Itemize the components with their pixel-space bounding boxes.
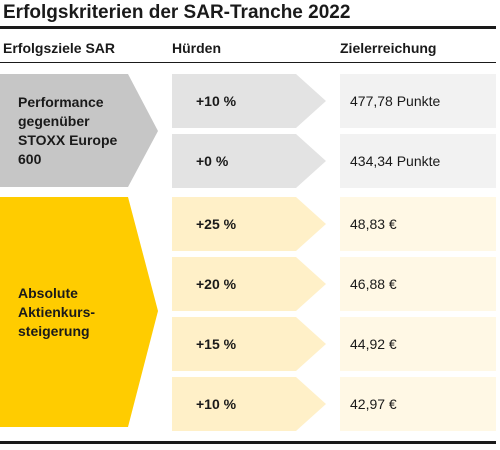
hurdle-value: +25 % xyxy=(196,216,237,232)
result-cell-bg-5 xyxy=(340,377,496,431)
result-cell-bg-4 xyxy=(340,317,496,371)
hurdle-value: +0 % xyxy=(196,153,229,169)
top-rule xyxy=(0,26,496,29)
page-title: Erfolgskriterien der SAR-Tranche 2022 xyxy=(3,2,351,23)
achievement-value: 48,83 € xyxy=(350,216,397,232)
achievement-value: 42,97 € xyxy=(350,396,397,412)
result-cell-bg-0 xyxy=(340,74,496,128)
hurdle-arrow-bg-0 xyxy=(172,74,326,128)
hurdle-value: +10 % xyxy=(196,396,237,412)
result-cell-bg-2 xyxy=(340,197,496,251)
hurdle-arrow-bg-5 xyxy=(172,377,326,431)
hurdle-arrow-bg-2 xyxy=(172,197,326,251)
achievement-value: 434,34 Punkte xyxy=(350,153,441,169)
achievement-value: 46,88 € xyxy=(350,276,397,292)
achievement-value: 44,92 € xyxy=(350,336,397,352)
hurdle-arrow-bg-4 xyxy=(172,317,326,371)
result-cell-bg-3 xyxy=(340,257,496,311)
goal-arrow-absolute xyxy=(0,197,158,427)
goal-label-performance: Performance gegenüber STOXX Europe 600 xyxy=(18,93,118,167)
goal-arrow-performance xyxy=(0,74,158,187)
hurdle-arrow-bg-1 xyxy=(172,134,326,188)
header-rule xyxy=(0,62,496,63)
column-header-achievement: Zielerreichung xyxy=(340,40,437,56)
hurdle-value: +10 % xyxy=(196,93,237,109)
column-header-hurdles: Hürden xyxy=(172,40,221,56)
bottom-rule xyxy=(0,441,496,444)
hurdle-value: +20 % xyxy=(196,276,237,292)
achievement-value: 477,78 Punkte xyxy=(350,93,441,109)
column-header-goals: Erfolgsziele SAR xyxy=(3,40,116,56)
goal-label-absolute: Absolute Aktienkurs- steigerung xyxy=(18,284,96,339)
hurdle-arrow-bg-3 xyxy=(172,257,326,311)
hurdle-value: +15 % xyxy=(196,336,237,352)
result-cell-bg-1 xyxy=(340,134,496,188)
